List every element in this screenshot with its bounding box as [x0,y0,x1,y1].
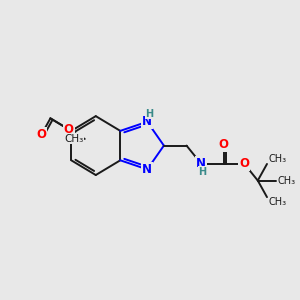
Text: N: N [196,157,206,170]
Text: CH₃: CH₃ [278,176,296,185]
Text: O: O [219,138,229,151]
Text: H: H [198,167,207,177]
Text: O: O [64,123,74,136]
Text: CH₃: CH₃ [268,197,286,207]
Text: N: N [142,115,152,128]
Text: O: O [36,128,46,141]
Text: N: N [142,163,152,176]
Text: CH₃: CH₃ [64,134,83,144]
Text: CH₃: CH₃ [268,154,286,164]
Text: O: O [239,157,249,170]
Text: H: H [145,109,153,118]
